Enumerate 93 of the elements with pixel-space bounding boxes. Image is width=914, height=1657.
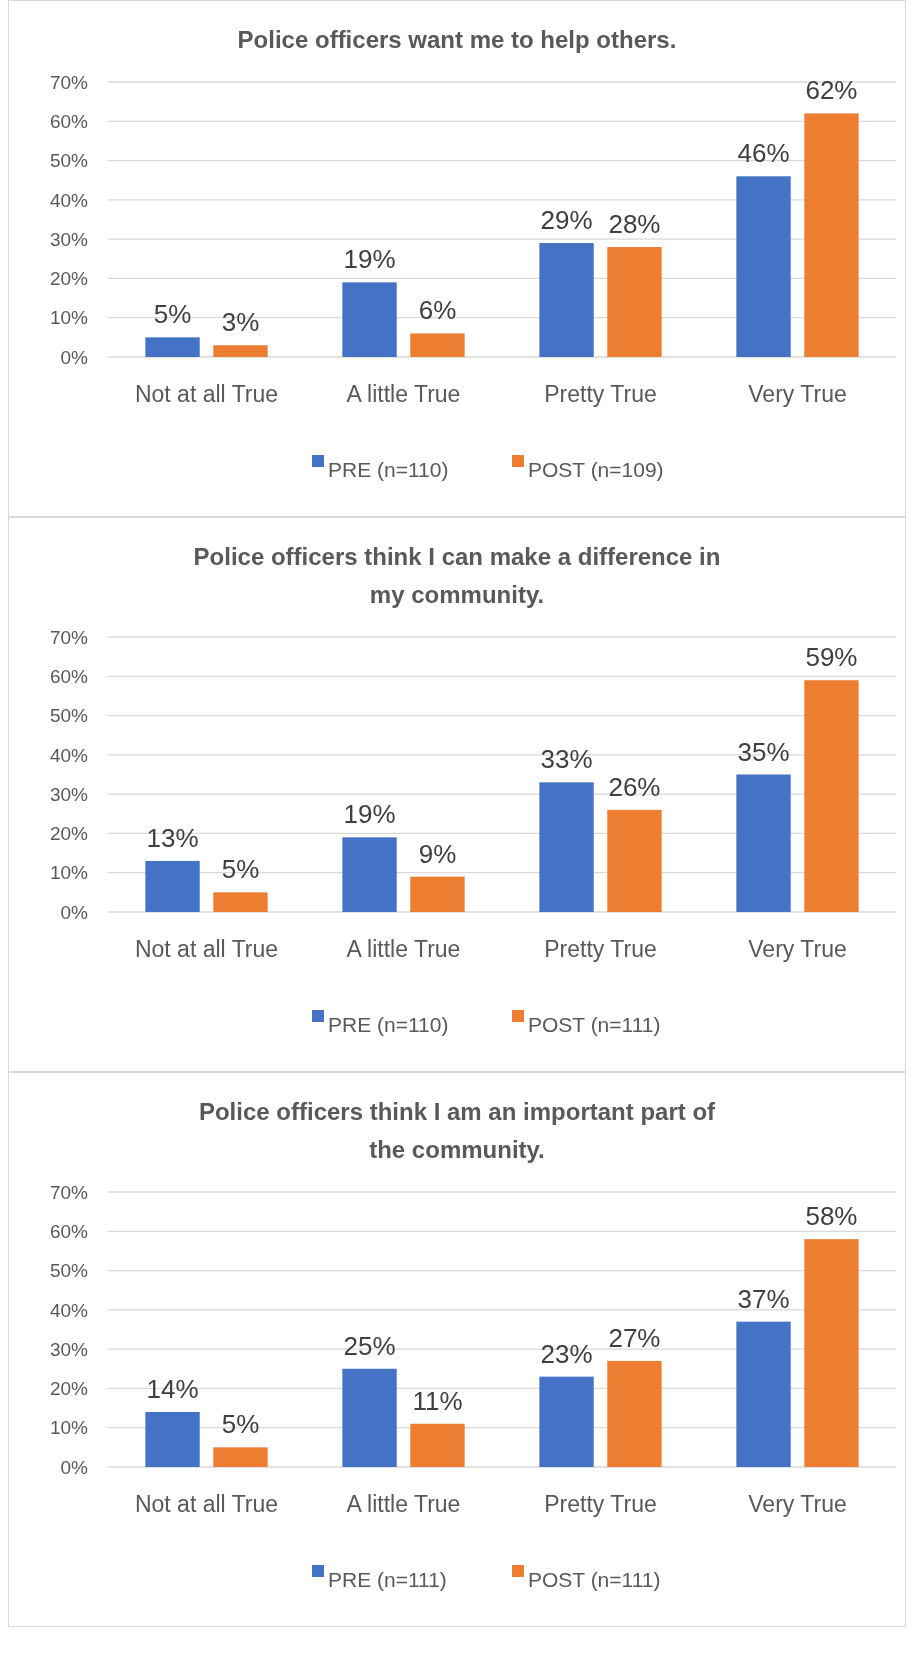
- data-label: 19%: [343, 244, 396, 275]
- y-tick-label: 40%: [49, 1299, 89, 1321]
- bar: [213, 1447, 268, 1467]
- x-tick-label: A little True: [346, 936, 461, 962]
- bar: [410, 876, 465, 912]
- bar: [213, 892, 268, 912]
- data-label: 5%: [221, 854, 260, 885]
- bar: [539, 782, 594, 912]
- data-label: 29%: [540, 205, 593, 236]
- data-label: 25%: [343, 1330, 396, 1361]
- x-tick-label: Very True: [748, 1491, 847, 1517]
- bar: [145, 337, 200, 357]
- y-tick-label: 70%: [49, 1181, 89, 1203]
- data-label: 46%: [737, 138, 790, 169]
- data-label: 28%: [608, 209, 661, 239]
- y-tick-label: 70%: [49, 626, 89, 648]
- bar: [804, 1239, 859, 1467]
- y-tick-label: 60%: [49, 665, 89, 687]
- x-tick-label: Very True: [748, 381, 847, 407]
- data-label: 26%: [608, 771, 661, 802]
- bar: [607, 1360, 662, 1467]
- data-label: 37%: [737, 1283, 790, 1314]
- y-tick-label: 0%: [60, 901, 89, 923]
- bar: [410, 1423, 465, 1467]
- legend-label: POST (n=111): [528, 1568, 661, 1591]
- legend-label: POST (n=109): [528, 458, 664, 481]
- data-label: 27%: [608, 1322, 661, 1353]
- x-tick-label: Pretty True: [544, 381, 657, 407]
- bar: [342, 282, 397, 357]
- y-tick-label: 20%: [49, 1378, 89, 1400]
- legend-label: PRE (n=111): [328, 1568, 447, 1591]
- bar: [145, 1412, 200, 1467]
- bar: [607, 809, 662, 912]
- y-tick-label: 50%: [49, 705, 89, 727]
- data-label: 6%: [418, 295, 457, 326]
- data-label: 5%: [221, 1409, 260, 1440]
- data-label: 23%: [540, 1338, 593, 1369]
- data-label: 13%: [146, 822, 199, 853]
- chart-title: Police officers think I can make a difference in my community.: [193, 543, 721, 608]
- data-label: 33%: [540, 744, 593, 775]
- y-tick-label: 10%: [49, 1417, 89, 1439]
- x-tick-label: A little True: [346, 381, 461, 407]
- bar: [804, 113, 859, 357]
- data-label: 35%: [737, 736, 790, 767]
- x-tick-label: Very True: [748, 936, 847, 962]
- bar: [410, 333, 465, 357]
- y-tick-label: 60%: [49, 1220, 89, 1242]
- x-tick-label: Pretty True: [544, 936, 657, 962]
- y-tick-label: 30%: [49, 1338, 89, 1360]
- x-tick-label: Not at all True: [134, 936, 279, 962]
- bar: [736, 1321, 791, 1467]
- y-tick-label: 40%: [49, 189, 89, 211]
- data-label: 58%: [805, 1201, 858, 1232]
- legend-label: PRE (n=110): [328, 1013, 449, 1036]
- data-label: 11%: [412, 1385, 463, 1416]
- y-tick-label: 40%: [49, 744, 89, 766]
- y-tick-label: 10%: [49, 307, 89, 329]
- y-tick-label: 20%: [49, 268, 89, 290]
- y-tick-label: 20%: [49, 823, 89, 845]
- data-label: 3%: [221, 307, 260, 338]
- data-label: 19%: [343, 799, 396, 830]
- chart-title: Police officers want me to help others.: [237, 26, 677, 53]
- bar: [804, 680, 859, 912]
- y-tick-label: 10%: [49, 862, 89, 884]
- y-tick-label: 30%: [49, 228, 89, 250]
- y-tick-label: 50%: [49, 150, 89, 172]
- bar: [736, 774, 791, 912]
- data-label: 9%: [418, 838, 457, 869]
- x-tick-label: Pretty True: [544, 1491, 657, 1517]
- bar: [539, 1376, 594, 1467]
- x-tick-label: Not at all True: [134, 381, 279, 407]
- y-tick-label: 70%: [49, 71, 89, 93]
- data-label: 5%: [153, 299, 192, 330]
- x-tick-label: Not at all True: [134, 1491, 279, 1517]
- x-tick-label: A little True: [346, 1491, 461, 1517]
- y-tick-label: 0%: [60, 1456, 89, 1478]
- bar: [145, 860, 200, 912]
- legend-label: POST (n=111): [528, 1013, 661, 1036]
- chart-title: Police officers think I am an important part of the community.: [198, 1098, 717, 1163]
- bar: [607, 247, 662, 357]
- legend-label: PRE (n=110): [328, 458, 449, 481]
- y-tick-label: 0%: [60, 346, 89, 368]
- bar: [342, 1368, 397, 1467]
- y-tick-label: 30%: [49, 783, 89, 805]
- bar: [736, 176, 791, 357]
- data-label: 62%: [805, 75, 858, 106]
- bar: [539, 243, 594, 357]
- bar: [213, 345, 268, 357]
- y-tick-label: 60%: [49, 110, 89, 132]
- bar: [342, 837, 397, 912]
- y-tick-label: 50%: [49, 1260, 89, 1282]
- data-label: 59%: [805, 642, 858, 673]
- data-label: 14%: [146, 1374, 199, 1404]
